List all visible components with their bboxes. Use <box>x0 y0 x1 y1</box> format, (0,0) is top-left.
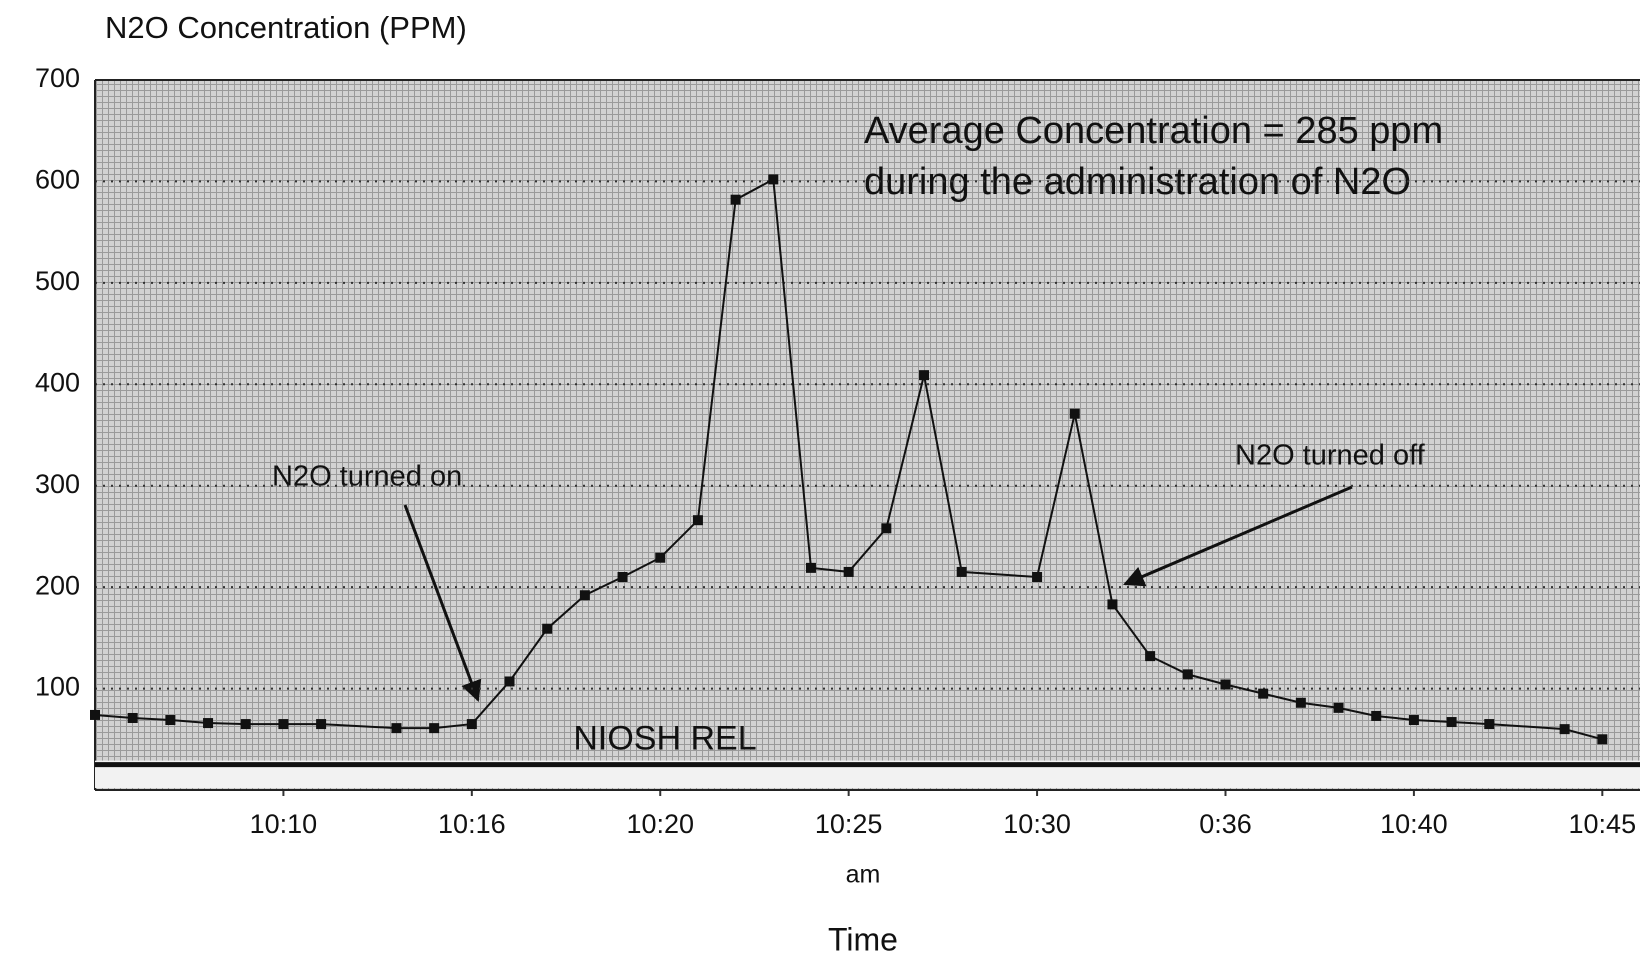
y-tick-label: 500 <box>35 266 80 296</box>
annotation: during the administration of N2O <box>864 161 1411 203</box>
x-axis-title: Time <box>828 921 898 957</box>
data-point <box>1182 669 1193 680</box>
annotation-arrow <box>403 504 482 702</box>
x-tick-label: 10:30 <box>1003 809 1071 839</box>
data-point <box>90 709 100 720</box>
annotation: N2O turned off <box>1235 440 1426 472</box>
x-tick-label: 0:36 <box>1199 809 1252 839</box>
x-unit: am <box>846 861 881 889</box>
x-tick-label: 10:25 <box>815 809 883 839</box>
data-point <box>504 676 515 687</box>
data-point <box>956 566 967 577</box>
data-point <box>843 566 854 577</box>
y-tick-label: 600 <box>35 165 80 195</box>
chart-title: N2O Concentration (PPM) <box>105 10 467 45</box>
annotation: Average Concentration = 285 ppm <box>864 110 1443 152</box>
x-tick-label: 10:16 <box>438 809 506 839</box>
data-point <box>617 572 628 582</box>
data-point <box>692 515 703 526</box>
data-point <box>240 719 251 730</box>
data-point <box>1408 715 1419 726</box>
data-point <box>1107 599 1118 610</box>
data-point <box>1258 688 1269 699</box>
data-point <box>1145 651 1156 662</box>
y-tick-label: 400 <box>35 367 80 397</box>
data-point <box>805 562 816 573</box>
data-point <box>1295 697 1306 708</box>
data-point <box>165 715 176 726</box>
data-point <box>919 370 930 381</box>
x-tick-label: 10:10 <box>250 809 318 839</box>
data-point <box>1333 702 1344 713</box>
data-point <box>655 552 666 563</box>
x-tick-label: 10:45 <box>1569 809 1637 839</box>
data-point <box>730 194 741 205</box>
data-point <box>1220 679 1231 690</box>
x-tick-label: 10:20 <box>626 809 694 839</box>
reference-label: NIOSH REL <box>573 720 756 758</box>
data-point <box>1069 408 1080 419</box>
y-tick-label: 100 <box>35 672 80 702</box>
data-point <box>1597 734 1608 745</box>
data-point <box>881 523 892 534</box>
y-tick-label: 200 <box>35 570 80 600</box>
data-point <box>429 723 440 734</box>
y-tick-label: 700 <box>35 63 80 93</box>
plot-area <box>95 80 1640 790</box>
data-point <box>768 174 779 185</box>
data-line <box>94 177 1603 741</box>
x-tick-label: 10:40 <box>1380 809 1448 839</box>
data-point <box>1559 724 1570 735</box>
data-point <box>391 723 402 734</box>
y-tick-label: 300 <box>35 469 80 499</box>
data-point <box>316 719 327 730</box>
data-point <box>1484 719 1495 730</box>
data-point <box>1446 717 1457 728</box>
data-point <box>278 719 289 730</box>
data-point <box>203 718 214 729</box>
annotation: N2O turned on <box>272 461 462 493</box>
data-point <box>127 712 138 723</box>
data-point <box>579 590 590 601</box>
annotation-arrow <box>1123 485 1353 587</box>
data-point <box>1032 572 1043 582</box>
data-point <box>542 623 553 634</box>
data-point <box>466 719 477 730</box>
data-point <box>1371 710 1382 721</box>
